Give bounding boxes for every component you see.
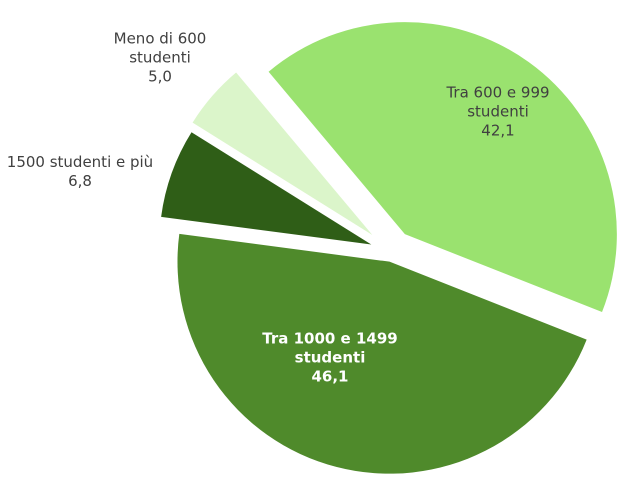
slice-label: Tra 600 e 999 studenti 42,1 <box>423 84 573 141</box>
value-label: 46,1 <box>311 367 349 386</box>
value-label: 5,0 <box>148 67 172 86</box>
category-label: Meno di 600 studenti <box>113 29 207 67</box>
category-label: Tra 1000 e 1499 studenti <box>262 329 398 367</box>
slice-label: Tra 1000 e 1499 studenti 46,1 <box>230 330 430 387</box>
slice-label: Meno di 600 studenti 5,0 <box>85 30 235 87</box>
pie-slice <box>177 233 587 474</box>
pie-slice <box>268 22 617 313</box>
category-label: Tra 600 e 999 studenti <box>446 83 550 121</box>
pie-slice <box>192 72 373 235</box>
value-label: 6,8 <box>68 172 92 190</box>
pie-slice <box>161 132 372 245</box>
category-label: 1500 studenti e più <box>6 153 154 171</box>
slice-label: 1500 studenti e più 6,8 <box>0 153 165 191</box>
value-label: 42,1 <box>481 121 515 140</box>
